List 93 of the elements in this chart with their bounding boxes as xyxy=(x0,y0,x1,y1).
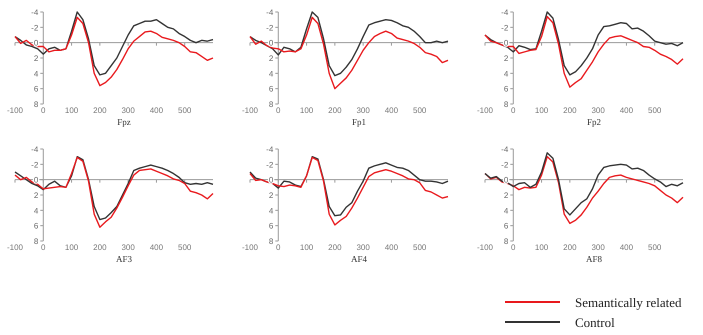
x-axis-title: AF4 xyxy=(350,254,368,264)
x-tick-label: 400 xyxy=(384,106,399,115)
legend-label: Semantically related xyxy=(575,295,682,310)
x-tick-label: 500 xyxy=(648,106,662,115)
line-series xyxy=(484,11,684,76)
y-tick-label: 0 xyxy=(504,176,509,185)
x-tick-label: 0 xyxy=(41,243,46,252)
x-tick-label: 200 xyxy=(93,106,108,115)
y-tick-label: 6 xyxy=(504,222,509,231)
x-tick-label: 500 xyxy=(178,106,192,115)
y-tick-label: 6 xyxy=(504,84,509,94)
y-tick-label: 8 xyxy=(268,237,274,246)
x-tick-label: 100 xyxy=(64,243,79,252)
x-tick-label: 100 xyxy=(300,106,314,115)
y-tick-label: 4 xyxy=(34,206,39,216)
y-tick-label: 4 xyxy=(504,206,509,216)
x-tick-label: 200 xyxy=(93,243,108,252)
x-axis-title: Fp2 xyxy=(586,117,602,127)
y-tick-label: -2 xyxy=(266,23,274,32)
x-tick-label: 300 xyxy=(591,106,606,115)
x-tick-label: 200 xyxy=(328,106,342,115)
x-tick-label: 300 xyxy=(356,106,370,115)
x-tick-label: 0 xyxy=(511,243,516,252)
x-tick-label: 0 xyxy=(276,106,282,115)
line-series xyxy=(484,156,684,224)
x-tick-label: -100 xyxy=(6,243,24,252)
x-tick-label: 300 xyxy=(591,243,606,252)
line-series xyxy=(14,11,214,76)
y-tick-label: 2 xyxy=(268,191,274,200)
y-tick-label: -2 xyxy=(31,160,39,170)
y-tick-label: 2 xyxy=(504,54,509,63)
line-series xyxy=(484,152,684,216)
y-tick-label: -4 xyxy=(266,8,274,17)
x-tick-label: 100 xyxy=(64,106,79,115)
y-tick-label: 2 xyxy=(268,54,274,63)
x-tick-label: 500 xyxy=(648,243,662,252)
y-tick-label: -2 xyxy=(31,23,39,32)
y-tick-label: -4 xyxy=(266,145,274,154)
x-tick-label: 400 xyxy=(150,243,164,252)
y-tick-label: 8 xyxy=(34,100,39,109)
x-tick-label: 500 xyxy=(413,106,427,115)
y-tick-label: 8 xyxy=(504,100,509,109)
y-tick-label: 8 xyxy=(268,100,274,109)
y-tick-label: 4 xyxy=(268,69,274,78)
x-tick-label: 0 xyxy=(276,243,282,252)
x-tick-label: -100 xyxy=(242,243,259,252)
x-tick-label: 100 xyxy=(534,243,549,252)
x-tick-label: 300 xyxy=(356,243,370,252)
x-tick-label: 400 xyxy=(384,243,399,252)
x-tick-label: -100 xyxy=(242,106,259,115)
y-tick-label: 4 xyxy=(268,206,274,216)
x-tick-label: 200 xyxy=(563,106,578,115)
x-tick-label: 100 xyxy=(534,106,549,115)
x-tick-label: 0 xyxy=(41,106,46,115)
y-tick-label: 2 xyxy=(504,191,509,200)
x-axis-title: AF8 xyxy=(586,254,602,264)
x-axis-title: AF3 xyxy=(116,254,132,264)
x-tick-label: 400 xyxy=(620,243,634,252)
x-axis-title: Fpz xyxy=(117,117,131,127)
x-tick-label: 400 xyxy=(620,106,634,115)
line-series xyxy=(249,11,449,76)
y-tick-label: -2 xyxy=(501,23,509,32)
y-tick-label: 6 xyxy=(268,222,274,231)
x-tick-label: 200 xyxy=(328,243,342,252)
y-tick-label: 2 xyxy=(34,191,39,200)
y-tick-label: 4 xyxy=(34,69,39,78)
x-tick-label: 200 xyxy=(563,243,578,252)
line-series xyxy=(14,16,214,86)
x-tick-label: 300 xyxy=(121,243,136,252)
y-tick-label: -2 xyxy=(501,160,509,170)
x-tick-label: 400 xyxy=(150,106,164,115)
x-axis-title: Fp1 xyxy=(352,117,366,127)
y-tick-label: -4 xyxy=(501,145,509,154)
x-tick-label: -100 xyxy=(476,106,494,115)
y-tick-label: -4 xyxy=(501,8,509,17)
y-tick-label: 2 xyxy=(34,54,39,63)
x-tick-label: 500 xyxy=(178,243,192,252)
x-tick-label: 100 xyxy=(300,243,314,252)
x-tick-label: -100 xyxy=(476,243,494,252)
x-tick-label: 0 xyxy=(511,106,516,115)
y-tick-label: 6 xyxy=(268,84,274,94)
x-tick-label: -100 xyxy=(6,106,24,115)
y-tick-label: 4 xyxy=(504,69,509,78)
y-tick-label: 8 xyxy=(504,237,509,246)
y-tick-label: -4 xyxy=(31,8,39,17)
y-tick-label: -2 xyxy=(266,160,274,170)
x-tick-label: 500 xyxy=(413,243,427,252)
y-tick-label: 6 xyxy=(34,222,39,231)
y-tick-label: 6 xyxy=(34,84,39,94)
y-tick-label: -4 xyxy=(31,145,39,154)
y-tick-label: 8 xyxy=(34,237,39,246)
x-tick-label: 300 xyxy=(121,106,136,115)
legend-label: Control xyxy=(575,315,616,330)
